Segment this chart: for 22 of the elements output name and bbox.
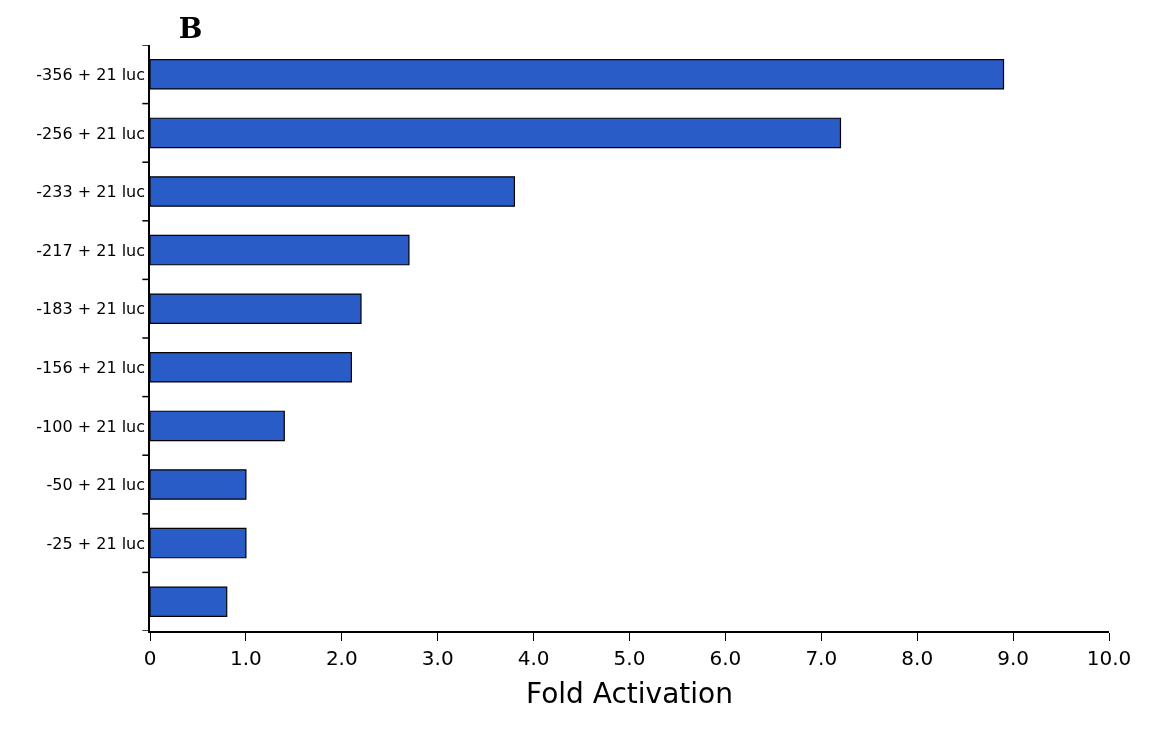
y-tick-label: -217 + 21 luc bbox=[36, 240, 146, 260]
x-tick-label: 0 bbox=[143, 645, 157, 670]
x-axis-title: Fold Activation bbox=[526, 677, 733, 711]
x-tick-label: 2.0 bbox=[325, 645, 358, 670]
x-tick-label: 6.0 bbox=[709, 645, 742, 670]
y-tick-label: -25 + 21 luc bbox=[46, 533, 146, 553]
y-tick-label: -356 + 21 luc bbox=[36, 64, 146, 84]
x-tick-label: 8.0 bbox=[901, 645, 934, 670]
y-tick-label: -156 + 21 luc bbox=[36, 357, 146, 377]
chart-title: B bbox=[178, 11, 203, 45]
x-tick-label: 5.0 bbox=[613, 645, 646, 670]
y-tick-label: -50 + 21 luc bbox=[46, 475, 146, 495]
y-tick-label: -183 + 21 luc bbox=[36, 299, 146, 319]
x-tick-label: 9.0 bbox=[997, 645, 1030, 670]
x-tick-label: 3.0 bbox=[421, 645, 454, 670]
x-tick-label: 7.0 bbox=[805, 645, 838, 670]
x-tick-label: 1.0 bbox=[229, 645, 262, 670]
y-tick-label: -100 + 21 luc bbox=[36, 416, 146, 436]
x-tick-label: 4.0 bbox=[517, 645, 550, 670]
y-tick-label: -256 + 21 luc bbox=[36, 123, 146, 143]
y-tick-label: -233 + 21 luc bbox=[36, 182, 146, 202]
x-tick-label: 10.0 bbox=[1086, 645, 1132, 670]
